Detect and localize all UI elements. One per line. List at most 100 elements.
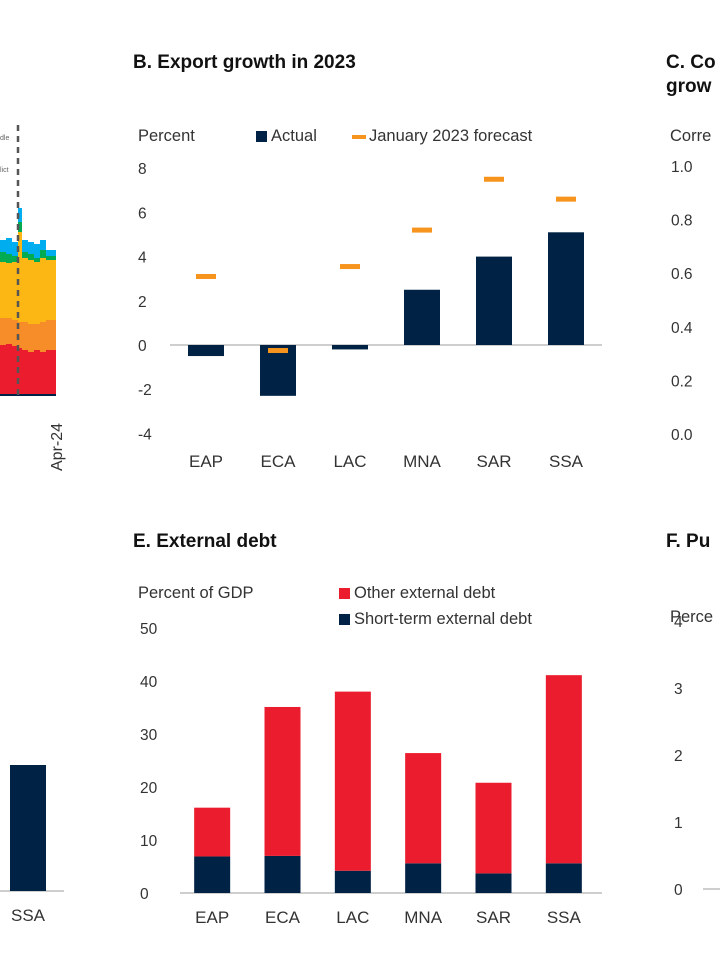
area-layer-green bbox=[0, 252, 6, 262]
panel-b-title: B. Export growth in 2023 bbox=[133, 52, 356, 73]
panel-b-x-tick-label: ECA bbox=[261, 452, 297, 471]
panel-c-y-tick-label: 0.6 bbox=[671, 266, 693, 283]
marker-forecast-eca bbox=[268, 348, 288, 354]
area-layer-blue bbox=[12, 242, 18, 256]
marker-forecast-eap bbox=[196, 273, 216, 279]
area-layer-green bbox=[34, 258, 40, 262]
area-layer-red bbox=[34, 350, 40, 394]
bar-short-term-eca bbox=[264, 855, 301, 893]
bar-actual-lac bbox=[332, 345, 368, 350]
area-layer-green bbox=[18, 222, 22, 232]
panel-b-y-tick-label: 4 bbox=[138, 250, 147, 267]
marker-forecast-lac bbox=[340, 264, 360, 270]
legend-label-forecast: January 2023 forecast bbox=[369, 127, 533, 145]
panel-c-unit-label: Corre bbox=[670, 127, 712, 145]
area-layer-red bbox=[18, 348, 22, 394]
area-layer-blue bbox=[22, 240, 28, 252]
panel-b-x-tick-label: SAR bbox=[477, 452, 512, 471]
panel-e-y-tick-label: 0 bbox=[140, 886, 149, 903]
panel-a-annotation-1: dle bbox=[0, 135, 9, 142]
area-layer-orange bbox=[0, 318, 6, 345]
panel-b-y-tick-label: 2 bbox=[138, 294, 147, 311]
area-layer-green bbox=[40, 250, 46, 258]
legend-label-short-term-debt: Short-term external debt bbox=[354, 610, 532, 628]
panel-e-x-tick-label: ECA bbox=[265, 908, 301, 927]
bar-short-term-sar bbox=[475, 873, 512, 893]
bar-short-term-eap bbox=[194, 856, 231, 893]
area-layer-blue bbox=[34, 244, 40, 258]
bar-short-term-mna bbox=[405, 863, 442, 893]
bar-other-mna bbox=[405, 753, 442, 864]
panel-f-unit-label: Perce bbox=[670, 608, 714, 626]
area-layer-yellow bbox=[34, 262, 40, 324]
area-layer-blue bbox=[0, 240, 6, 252]
area-layer-yellow bbox=[40, 258, 46, 322]
area-layer-orange bbox=[12, 320, 18, 346]
area-layer-green bbox=[46, 256, 56, 260]
bar-actual-eap bbox=[188, 345, 224, 357]
panel-e-x-tick-label: SSA bbox=[547, 908, 582, 927]
area-layer-blue bbox=[46, 250, 56, 256]
panel-e-x-tick-label: LAC bbox=[336, 908, 369, 927]
area-layer-red bbox=[28, 352, 34, 394]
bar-actual-ssa bbox=[548, 232, 584, 345]
area-layer-yellow bbox=[46, 260, 56, 320]
area-layer-yellow bbox=[18, 232, 22, 322]
area-layer-green bbox=[28, 254, 34, 260]
area-layer-red bbox=[0, 345, 6, 394]
legend-item-forecast: January 2023 forecast bbox=[352, 127, 532, 146]
area-layer-red bbox=[46, 350, 56, 394]
panel-b-y-tick-label: -2 bbox=[138, 382, 152, 399]
panel-c-y-tick-label: 0.0 bbox=[671, 427, 693, 444]
area-layer-orange bbox=[40, 322, 46, 352]
area-layer-yellow bbox=[22, 258, 28, 322]
area-layer-green bbox=[22, 252, 28, 258]
area-layer-red bbox=[22, 350, 28, 394]
panel-e-y-tick-label: 30 bbox=[140, 727, 158, 744]
panel-b-x-tick-label: EAP bbox=[189, 452, 223, 471]
legend-item-actual: Actual bbox=[256, 127, 317, 146]
panel-b-x-tick-label: MNA bbox=[403, 452, 441, 471]
panel-b-y-tick-label: 6 bbox=[138, 205, 147, 222]
panel-f-y-tick-label: 0 bbox=[674, 882, 683, 899]
panel-e-x-tick-label: EAP bbox=[195, 908, 229, 927]
area-layer-orange bbox=[46, 320, 56, 350]
area-layer-yellow bbox=[6, 263, 12, 318]
panel-b-x-tick-label: SSA bbox=[549, 452, 584, 471]
bar-actual-eca bbox=[260, 345, 296, 396]
legend-swatch-forecast bbox=[352, 134, 366, 139]
panel-c-title-line2: grow bbox=[666, 76, 712, 97]
panel-f-y-tick-label: 1 bbox=[674, 815, 683, 832]
bar-actual-mna bbox=[404, 289, 440, 345]
panel-f-title: F. Pu bbox=[666, 531, 711, 552]
panel-a-annotation-2: lict bbox=[0, 167, 9, 174]
panel-c-y-tick-label: 0.8 bbox=[671, 213, 693, 230]
area-layer-blue bbox=[40, 240, 46, 250]
area-layer-orange bbox=[28, 324, 34, 352]
panel-e-y-tick-label: 10 bbox=[140, 833, 158, 850]
bar-short-term-ssa bbox=[545, 863, 582, 893]
area-layer-blue bbox=[18, 208, 22, 222]
bar-short-term-lac bbox=[334, 870, 371, 893]
marker-forecast-ssa bbox=[556, 196, 576, 202]
panel-f-y-tick-label: 4 bbox=[674, 614, 683, 631]
panel-c-y-tick-label: 0.2 bbox=[671, 373, 693, 390]
panel-f-y-tick-label: 3 bbox=[674, 681, 683, 698]
panel-e-y-tick-label: 40 bbox=[140, 674, 158, 691]
area-layer-orange bbox=[34, 324, 40, 350]
area-layer-yellow bbox=[28, 260, 34, 324]
legend-swatch-actual bbox=[256, 131, 267, 142]
area-layer-green bbox=[6, 254, 12, 263]
panel-e-title: E. External debt bbox=[133, 531, 277, 552]
area-layer-red bbox=[12, 346, 18, 394]
panel-c-title-line1: C. Co bbox=[666, 52, 716, 73]
panel-e-x-tick-label: SAR bbox=[476, 908, 511, 927]
panel-b-x-tick-label: LAC bbox=[333, 452, 366, 471]
panel-e-unit-label: Percent of GDP bbox=[138, 584, 254, 602]
bar-other-ssa bbox=[545, 675, 582, 864]
legend-item-short-term-debt: Short-term external debt bbox=[339, 610, 532, 629]
panel-b-y-tick-label: 8 bbox=[138, 161, 147, 178]
legend-swatch-other-debt bbox=[339, 588, 350, 599]
area-layer-blue bbox=[28, 242, 34, 254]
